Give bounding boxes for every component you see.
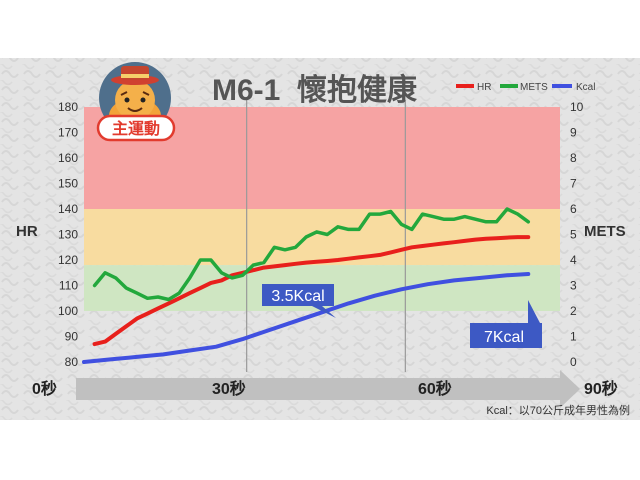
series-line-hr [92,235,531,347]
mets-axis-label: METS [584,223,626,240]
badge-text: 主運動 [112,119,160,138]
series-line-mets [92,207,531,302]
mets-tick-label: 1 [570,330,577,344]
hr-tick-label: 90 [65,330,79,344]
hr-tick-label: 180 [58,100,78,114]
hr-axis-label: HR [16,223,38,240]
series-line-kcal [82,272,531,364]
legend: HR METS Kcal [456,82,595,93]
x-label-60: 60秒 [418,379,452,398]
hr-tick-label: 170 [58,126,78,140]
hr-tick-label: 110 [59,279,78,293]
mets-tick-label: 6 [570,202,577,216]
legend-label-kcal: Kcal [576,82,595,93]
hr-tick-label: 120 [58,253,78,267]
callout-7-kcal: 7Kcal [470,300,542,348]
callout-7-kcal-text: 7Kcal [484,329,524,346]
callout-3-5-kcal: 3.5Kcal [262,284,336,318]
mets-tick-label: 2 [570,304,577,318]
mets-tick-label: 0 [570,355,577,369]
hr-tick-label: 80 [65,355,79,369]
callout-7-kcal-shape [470,300,542,348]
series-points [83,208,529,363]
mets-tick-label: 9 [570,126,577,140]
hr-tick-label: 100 [58,304,78,318]
mets-tick-label: 3 [570,279,577,293]
hr-tick-label: 160 [58,151,78,165]
x-label-30: 30秒 [212,379,246,398]
legend-label-hr: HR [477,82,491,93]
hr-tick-label: 140 [58,202,78,216]
mets-tick-label: 5 [570,228,577,242]
hr-tick-label: 150 [58,177,78,191]
chart-title: M6-1 懷抱健康 [212,73,418,107]
x-label-90: 90秒 [584,379,618,398]
mets-tick-label: 10 [570,100,584,114]
time-arrow [76,370,580,408]
time-markers [246,100,406,372]
mets-tick-label: 4 [570,253,577,267]
hr-tick-label: 130 [58,228,78,242]
hr-axis-ticks: 180 170 160 150 140 130 120 110 100 90 80 [58,100,78,369]
mets-tick-label: 8 [570,151,577,165]
badge: 主運動 [96,114,176,142]
legend-label-mets: METS [520,82,548,93]
callout-3-5-kcal-shape [262,284,336,318]
mets-tick-label: 7 [570,177,577,191]
callout-3-5-kcal-text: 3.5Kcal [271,288,324,305]
footnote: Kcal：以70公斤成年男性為例 [486,403,630,417]
zone-band-yellow [84,209,560,266]
x-label-0: 0秒 [32,379,57,398]
